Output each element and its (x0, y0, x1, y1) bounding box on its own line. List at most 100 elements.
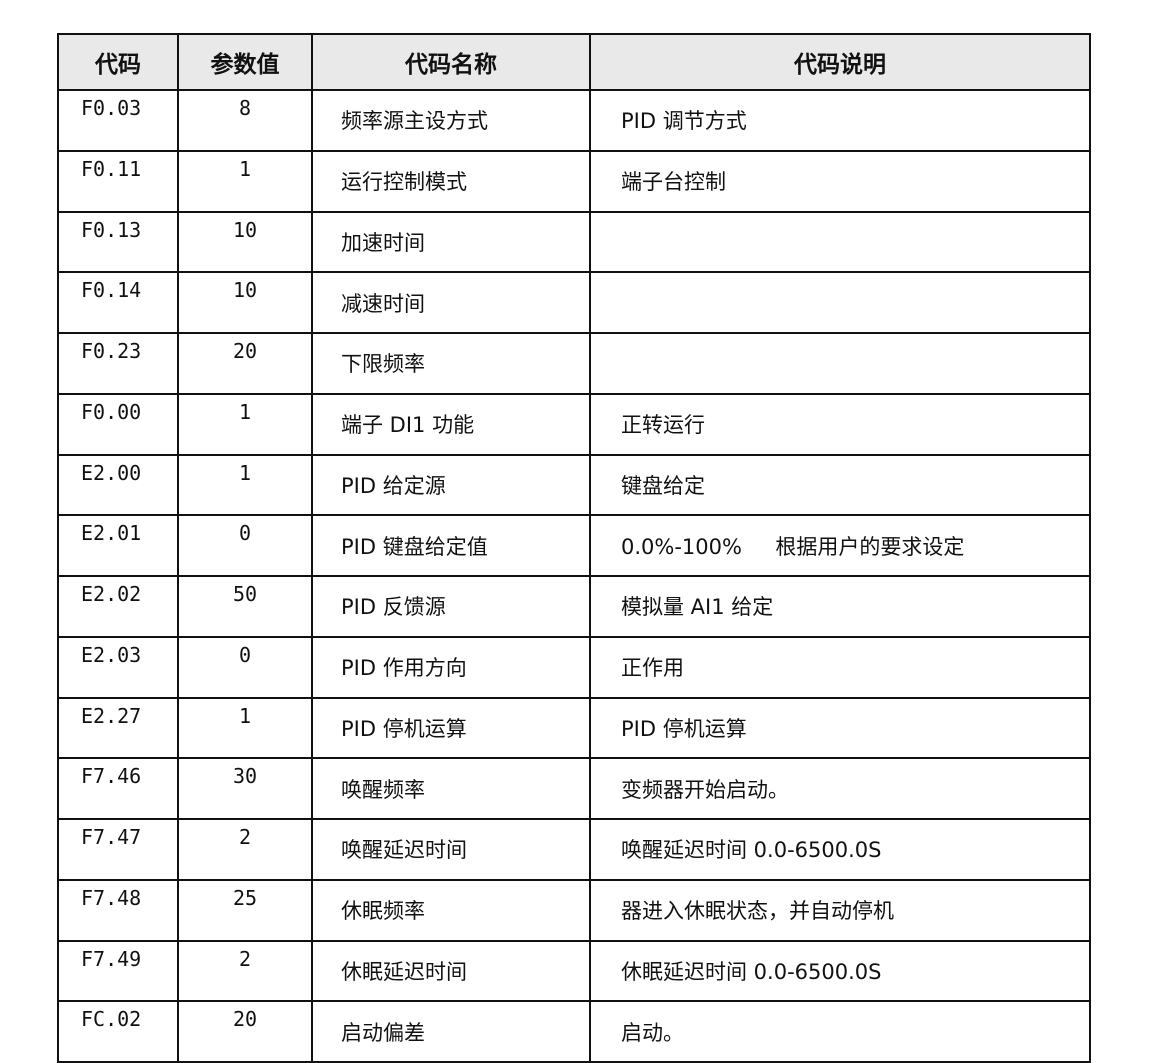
cell-name: PID 给定源 (311, 453, 591, 517)
cell-code: F0.03 (57, 89, 179, 152)
cell-description-text: 唤醒延迟时间 0.0-6500.0S (621, 838, 882, 863)
cell-code-text: F0.03 (81, 96, 142, 120)
cell-description-text: 变频器开始启动。 (621, 777, 789, 802)
cell-code-text: E2.02 (81, 582, 142, 606)
cell-value: 10 (177, 271, 313, 334)
cell-description-text: 端子台控制 (621, 170, 726, 195)
cell-value: 0 (177, 514, 313, 577)
cell-value: 8 (177, 89, 313, 152)
cell-description: 休眠延迟时间 0.0-6500.0S (589, 939, 1091, 1003)
cell-code-text: F0.11 (81, 156, 142, 181)
table-row: F0.11 1 运行控制模式 端子台控制 (57, 149, 1091, 213)
cell-code-text: F7.47 (81, 825, 142, 849)
cell-value: 10 (177, 210, 313, 274)
table-row: E2.02 50 PID 反馈源 模拟量 AI1 给定 (57, 575, 1091, 638)
cell-value-text: 20 (232, 1007, 258, 1032)
cell-description: 端子台控制 (589, 149, 1091, 213)
cell-name: PID 停机运算 (311, 696, 591, 760)
cell-code-text: F7.48 (81, 885, 142, 910)
cell-description: 正转运行 (589, 392, 1091, 456)
cell-name: PID 作用方向 (311, 635, 591, 699)
cell-name: 加速时间 (311, 210, 591, 274)
cell-name-text: 休眠频率 (341, 899, 425, 924)
cell-name-text: 下限频率 (341, 352, 425, 377)
cell-name: 下限频率 (311, 332, 591, 395)
cell-description: 0.0%-100% 根据用户的要求设定 (589, 514, 1091, 577)
cell-name-text: PID 键盘给定值 (341, 534, 488, 559)
cell-value: 25 (177, 878, 313, 942)
cell-name: 唤醒延迟时间 (311, 818, 591, 881)
cell-code-text: E2.00 (81, 460, 142, 485)
cell-name-text: 唤醒频率 (341, 777, 425, 802)
cell-code-text: F7.49 (81, 946, 142, 971)
cell-code: F7.46 (57, 757, 179, 820)
cell-code: F0.00 (57, 392, 179, 456)
cell-description: PID 调节方式 (589, 89, 1091, 152)
cell-code-text: F0.14 (81, 278, 142, 303)
cell-code: F0.14 (57, 271, 179, 334)
cell-value-text: 1 (238, 703, 252, 728)
table-header-row: 代码 参数值 代码名称 代码说明 (57, 33, 1091, 91)
cell-name-text: 唤醒延迟时间 (341, 838, 467, 863)
cell-name-text: PID 停机运算 (341, 716, 467, 741)
table-row: FC.02 20 启动偏差 启动。 (57, 1000, 1091, 1063)
table-row: E2.27 1 PID 停机运算 PID 停机运算 (57, 696, 1091, 760)
cell-description-text: 键盘给定 (621, 473, 705, 498)
cell-code: E2.00 (57, 453, 179, 517)
cell-code-text: E2.27 (81, 703, 142, 728)
cell-name: 唤醒频率 (311, 757, 591, 820)
cell-value-text: 2 (238, 946, 252, 971)
cell-value-text: 1 (238, 156, 252, 181)
table-row: F7.46 30 唤醒频率 变频器开始启动。 (57, 757, 1091, 820)
cell-value: 1 (177, 392, 313, 456)
cell-description: 器进入休眠状态，并自动停机 (589, 878, 1091, 942)
cell-code: E2.02 (57, 575, 179, 638)
cell-description-text: 正作用 (621, 656, 684, 681)
cell-code-text: F7.46 (81, 764, 142, 789)
cell-value-text: 2 (238, 825, 252, 849)
cell-description-text: PID 停机运算 (621, 716, 747, 741)
table-row: E2.00 1 PID 给定源 键盘给定 (57, 453, 1091, 517)
cell-value-text: 25 (232, 885, 258, 910)
cell-value: 0 (177, 635, 313, 699)
table-row: F0.00 1 端子 DI1 功能 正转运行 (57, 392, 1091, 456)
table-row: F0.23 20 下限频率 (57, 332, 1091, 395)
cell-description: 变频器开始启动。 (589, 757, 1091, 820)
cell-name-text: 加速时间 (341, 230, 425, 255)
cell-code-text: E2.01 (81, 521, 142, 546)
cell-description-text: 模拟量 AI1 给定 (621, 595, 774, 620)
cell-code-text: E2.03 (81, 642, 142, 667)
cell-description-text: 0.0%-100% 根据用户的要求设定 (621, 534, 965, 559)
cell-code: F7.47 (57, 818, 179, 881)
header-description: 代码说明 (589, 33, 1091, 91)
cell-code-text: F0.00 (81, 399, 142, 424)
cell-name-text: 休眠延迟时间 (341, 959, 467, 984)
cell-value: 1 (177, 453, 313, 517)
cell-name: 启动偏差 (311, 1000, 591, 1063)
cell-name-text: PID 给定源 (341, 473, 446, 498)
cell-code: F0.13 (57, 210, 179, 274)
cell-code: FC.02 (57, 1000, 179, 1063)
parameter-table: 代码 参数值 代码名称 代码说明 F0.03 8 频率源主设方式 PID 调节方式 F0… (57, 33, 1091, 1063)
cell-value-text: 10 (232, 217, 258, 242)
cell-value: 2 (177, 939, 313, 1003)
cell-code: E2.03 (57, 635, 179, 699)
cell-value: 30 (177, 757, 313, 820)
cell-name-text: 端子 DI1 功能 (341, 413, 475, 438)
cell-name: 减速时间 (311, 271, 591, 334)
cell-name-text: 减速时间 (341, 291, 425, 316)
table-row: F7.49 2 休眠延迟时间 休眠延迟时间 0.0-6500.0S (57, 939, 1091, 1003)
cell-description: 模拟量 AI1 给定 (589, 575, 1091, 638)
cell-code: E2.27 (57, 696, 179, 760)
cell-name-text: 运行控制模式 (341, 170, 467, 195)
cell-value-text: 0 (238, 642, 252, 667)
cell-name: 休眠频率 (311, 878, 591, 942)
cell-name: 运行控制模式 (311, 149, 591, 213)
cell-description (589, 210, 1091, 274)
cell-value-text: 8 (238, 96, 252, 120)
header-code: 代码 (57, 33, 179, 91)
cell-value: 50 (177, 575, 313, 638)
cell-description-text: 休眠延迟时间 0.0-6500.0S (621, 959, 882, 984)
cell-code: F0.23 (57, 332, 179, 395)
cell-description: 键盘给定 (589, 453, 1091, 517)
